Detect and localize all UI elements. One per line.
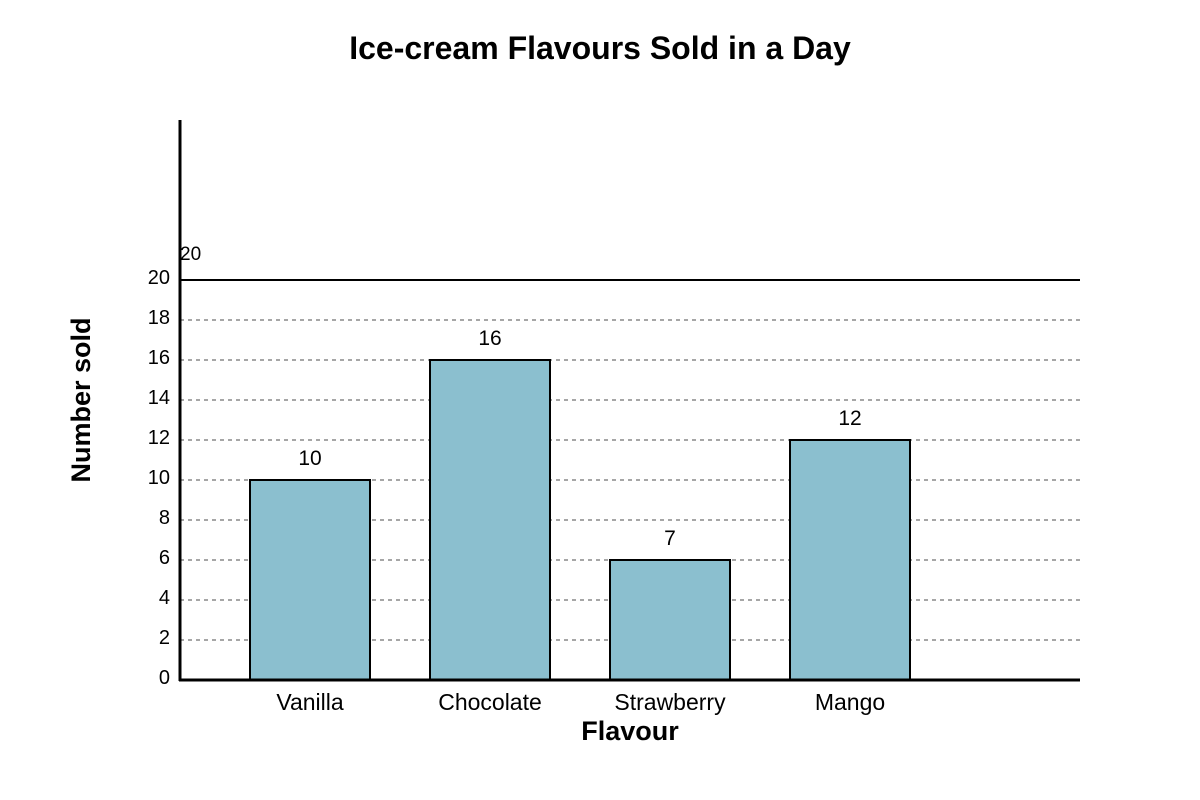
bars bbox=[249, 359, 911, 681]
y-tick-label: 6 bbox=[159, 547, 170, 569]
x-tick-label: Strawberry bbox=[614, 689, 726, 715]
y-tick-label: 8 bbox=[159, 507, 170, 529]
bar-strawberry bbox=[609, 559, 731, 681]
bar-value-labels: 10 16 7 12 bbox=[298, 327, 861, 550]
x-tick-label: Mango bbox=[815, 689, 885, 715]
bar-value-label: 12 bbox=[838, 407, 861, 430]
x-tick-label: Vanilla bbox=[276, 689, 344, 715]
bar-mango bbox=[789, 439, 911, 681]
y-tick-label: 12 bbox=[148, 427, 170, 449]
annotation-label: 20 bbox=[180, 244, 201, 265]
y-axis-title: Number sold bbox=[66, 317, 96, 482]
x-category-labels: Vanilla Chocolate Strawberry Mango bbox=[276, 689, 885, 715]
bar-vanilla bbox=[249, 479, 371, 681]
bar-value-label: 7 bbox=[664, 527, 676, 550]
y-tick-labels: 0 2 4 6 8 10 12 14 16 18 20 bbox=[148, 267, 170, 689]
bar-value-label: 16 bbox=[478, 327, 501, 350]
bar-value-label: 10 bbox=[298, 447, 321, 470]
x-axis-title: Flavour bbox=[581, 716, 679, 746]
y-tick-label: 2 bbox=[159, 627, 170, 649]
y-tick-label: 4 bbox=[159, 587, 170, 609]
y-tick-label: 10 bbox=[148, 467, 170, 489]
chart-title: Ice-cream Flavours Sold in a Day bbox=[349, 30, 851, 66]
bar-chocolate bbox=[429, 359, 551, 681]
y-tick-label: 20 bbox=[148, 267, 170, 289]
y-tick-label: 0 bbox=[159, 667, 170, 689]
y-tick-label: 16 bbox=[148, 347, 170, 369]
y-tick-label: 18 bbox=[148, 307, 170, 329]
x-tick-label: Chocolate bbox=[438, 689, 542, 715]
y-tick-label: 14 bbox=[148, 387, 170, 409]
